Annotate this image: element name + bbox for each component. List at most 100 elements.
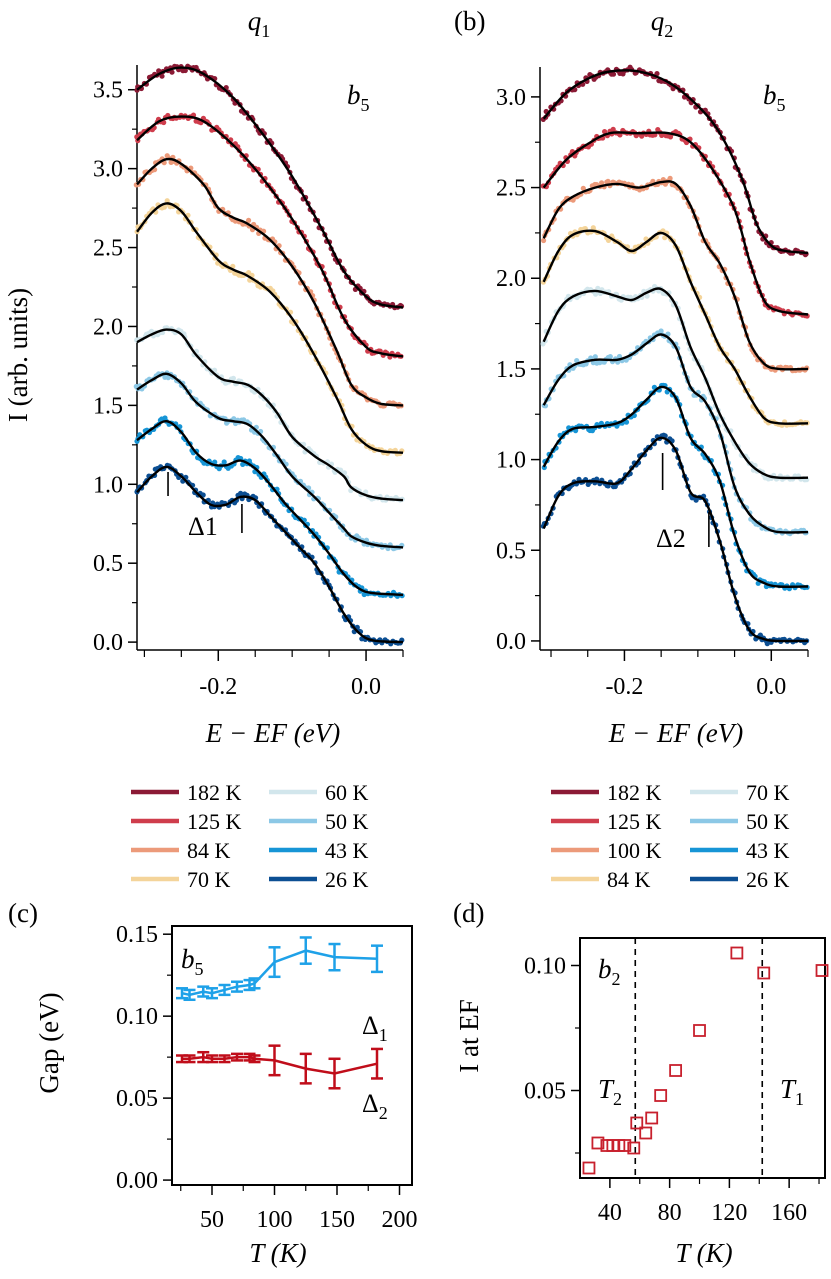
panel-a-xlabel: E − EF (eV) (205, 718, 340, 748)
panel-d: (d) 0.05 0.10 40 80 120 160 b2 T2 T1 I at EF T (… (453, 898, 829, 1268)
panel-a-data-point (148, 328, 155, 334)
panel-d-data-point (654, 1089, 668, 1102)
panel-a-ytick-label: 3.5 (93, 78, 123, 104)
panel-a-data-point (159, 73, 165, 79)
panel-d-xtick-label: 160 (771, 1200, 807, 1226)
panel-a-data-point (169, 69, 175, 75)
panel-d-xtick-label: 80 (658, 1200, 682, 1226)
panel-a-series-182k (134, 63, 405, 311)
panel-d-data-point (645, 1111, 659, 1125)
panel-a-data-point (212, 459, 218, 465)
panel-c-delta1-label: Δ1 (362, 1011, 388, 1045)
panel-c-series-delta2 (176, 1044, 383, 1090)
legend-label: 26 K (325, 867, 369, 892)
panel-c-plot-area: 0.00 0.05 0.10 0.15 50 100 150 200 b5 Δ1 Δ2 (116, 922, 418, 1233)
panel-b-ytick-label: 3.0 (496, 85, 526, 111)
panel-a-ytick-label: 2.5 (93, 236, 123, 262)
panel-b-xlabel: E − EF (eV) (608, 718, 743, 748)
panel-c-delta2-label: Δ2 (362, 1089, 388, 1123)
panel-d-t1-label: T1 (780, 1074, 804, 1109)
panel-a-ytick-label: 0.0 (93, 630, 123, 656)
panel-a-data-point (161, 119, 167, 126)
panel-c-ytick-label: 0.10 (116, 1004, 158, 1030)
panel-b-data-point (623, 419, 630, 425)
legend-label: 84 K (607, 867, 651, 892)
panel-b-data-point (693, 497, 699, 503)
panel-a-data-point (221, 459, 227, 465)
panel-b-fit-line (542, 436, 809, 643)
panel-b-ytick-label: 1.5 (496, 357, 526, 383)
panel-b-series-43k (541, 382, 810, 592)
panel-b-data-point (605, 178, 611, 184)
panel-b-fit-line (542, 229, 809, 425)
panel-d-label: (d) (453, 898, 484, 928)
panel-a-xtick-label: 0.0 (351, 674, 381, 700)
panel-b-ytick-label: 0.5 (496, 538, 526, 564)
panel-a-fit-line (136, 372, 404, 549)
legend-label: 84 K (187, 838, 231, 863)
panel-a-fit-line (136, 66, 404, 309)
panel-a-ytick-label: 1.5 (93, 393, 123, 419)
panel-b-xtick-label: -0.2 (605, 674, 643, 700)
panel-b-data-point (610, 126, 616, 132)
panel-c-label: (c) (8, 898, 38, 928)
legend-label: 50 K (746, 809, 790, 834)
panel-a-data-point (164, 198, 170, 204)
panel-a-data-point (246, 217, 252, 223)
panel-d-data-point (669, 1064, 683, 1077)
panel-c-xtick-label: 50 (200, 1207, 224, 1233)
panel-c-ytick-label: 0.00 (116, 1168, 158, 1194)
panel-d-data-point (618, 1139, 632, 1152)
panel-d-inset-label: b2 (598, 954, 621, 989)
panel-c-inset-label: b5 (181, 944, 204, 979)
legend-label: 70 K (187, 867, 231, 892)
panel-a-fit-line (136, 202, 404, 454)
panel-a-series-26k (134, 462, 405, 647)
panel-a-series-50k (133, 370, 405, 552)
panel-b-label: (b) (454, 6, 485, 36)
panel-c-xtick-label: 200 (382, 1207, 418, 1233)
panel-b-series-100k (541, 175, 810, 374)
panel-b-data-point (599, 180, 605, 186)
panel-b-data-point (667, 134, 674, 140)
legend-label: 43 K (325, 838, 369, 863)
legend-label: 182 K (607, 780, 662, 805)
panel-b-series-70k (540, 283, 810, 483)
legend-label: 125 K (187, 809, 242, 834)
panel-a-series-60k (134, 325, 405, 503)
panel-d-data-point (730, 946, 744, 960)
panel-a-fit-line (136, 465, 404, 644)
panel-a-data-point (238, 490, 244, 496)
panel-b-data-point (610, 71, 617, 77)
panel-c-line (181, 949, 378, 997)
panel-b-ytick-label: 1.0 (496, 448, 526, 474)
legend-label: 60 K (325, 780, 369, 805)
panel-b-title: q2 (651, 6, 674, 41)
panel-b-data-point (592, 354, 598, 360)
panel-b-data-point (602, 129, 608, 135)
panel-b-series-26k (540, 432, 810, 647)
panel-b-delta2-annotation: Δ2 (656, 524, 686, 553)
panel-b-ytick-label: 0.0 (496, 629, 526, 655)
panel-c-line (182, 1055, 378, 1075)
panel-a-data-point (161, 204, 167, 210)
panel-b-data-point (658, 328, 664, 334)
panel-b-data-point (541, 237, 547, 244)
panel-b-ytick-label: 2.0 (496, 266, 526, 292)
panel-d-data-point (693, 1024, 706, 1037)
panel-c-xlabel: T (K) (249, 1238, 306, 1268)
panel-b-series-50k (541, 328, 809, 537)
legend-label: 70 K (746, 780, 790, 805)
panel-b-data-point (667, 175, 673, 181)
panel-a-fit-line (136, 115, 404, 358)
panel-a-data-point (363, 489, 369, 495)
panel-a-title: q1 (248, 6, 271, 41)
panel-b-fit-line (542, 180, 809, 371)
panel-d-data-point (757, 966, 771, 980)
panel-d-ytick-label: 0.10 (524, 954, 566, 980)
panel-b-data-point (662, 235, 668, 241)
panel-b-data-point (605, 237, 612, 243)
panel-d-data-point (591, 1136, 605, 1150)
panel-a-series-84k (133, 153, 404, 409)
